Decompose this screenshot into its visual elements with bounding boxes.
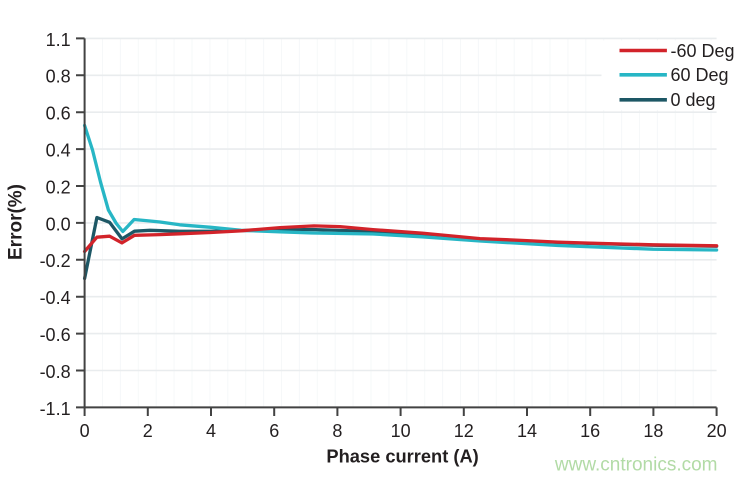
svg-text:-0.8: -0.8	[40, 362, 71, 382]
svg-text:0.8: 0.8	[46, 67, 71, 87]
svg-text:8: 8	[332, 421, 342, 441]
svg-text:0.4: 0.4	[46, 141, 71, 161]
svg-text:2: 2	[143, 421, 153, 441]
svg-text:Error(%): Error(%)	[6, 184, 27, 260]
svg-text:1.1: 1.1	[46, 30, 71, 50]
svg-text:0.2: 0.2	[46, 177, 71, 197]
svg-text:18: 18	[643, 421, 663, 441]
svg-text:Phase current (A): Phase current (A)	[326, 445, 478, 466]
svg-text:4: 4	[206, 421, 216, 441]
svg-text:0 deg: 0 deg	[671, 90, 716, 110]
svg-text:20: 20	[707, 421, 727, 441]
svg-text:0.6: 0.6	[46, 104, 71, 124]
svg-text:0: 0	[80, 421, 90, 441]
svg-text:16: 16	[580, 421, 600, 441]
svg-text:-0.6: -0.6	[40, 325, 71, 345]
svg-text:6: 6	[269, 421, 279, 441]
svg-text:12: 12	[454, 421, 474, 441]
svg-text:-0.2: -0.2	[40, 251, 71, 271]
svg-text:www.cntronics.com: www.cntronics.com	[554, 455, 718, 476]
svg-text:-0.4: -0.4	[40, 288, 71, 308]
svg-text:0.0: 0.0	[46, 214, 71, 234]
svg-text:14: 14	[517, 421, 537, 441]
svg-text:-60 Deg: -60 Deg	[671, 41, 735, 61]
svg-text:10: 10	[391, 421, 411, 441]
svg-text:60 Deg: 60 Deg	[671, 65, 729, 85]
svg-text:-1.1: -1.1	[40, 399, 71, 419]
